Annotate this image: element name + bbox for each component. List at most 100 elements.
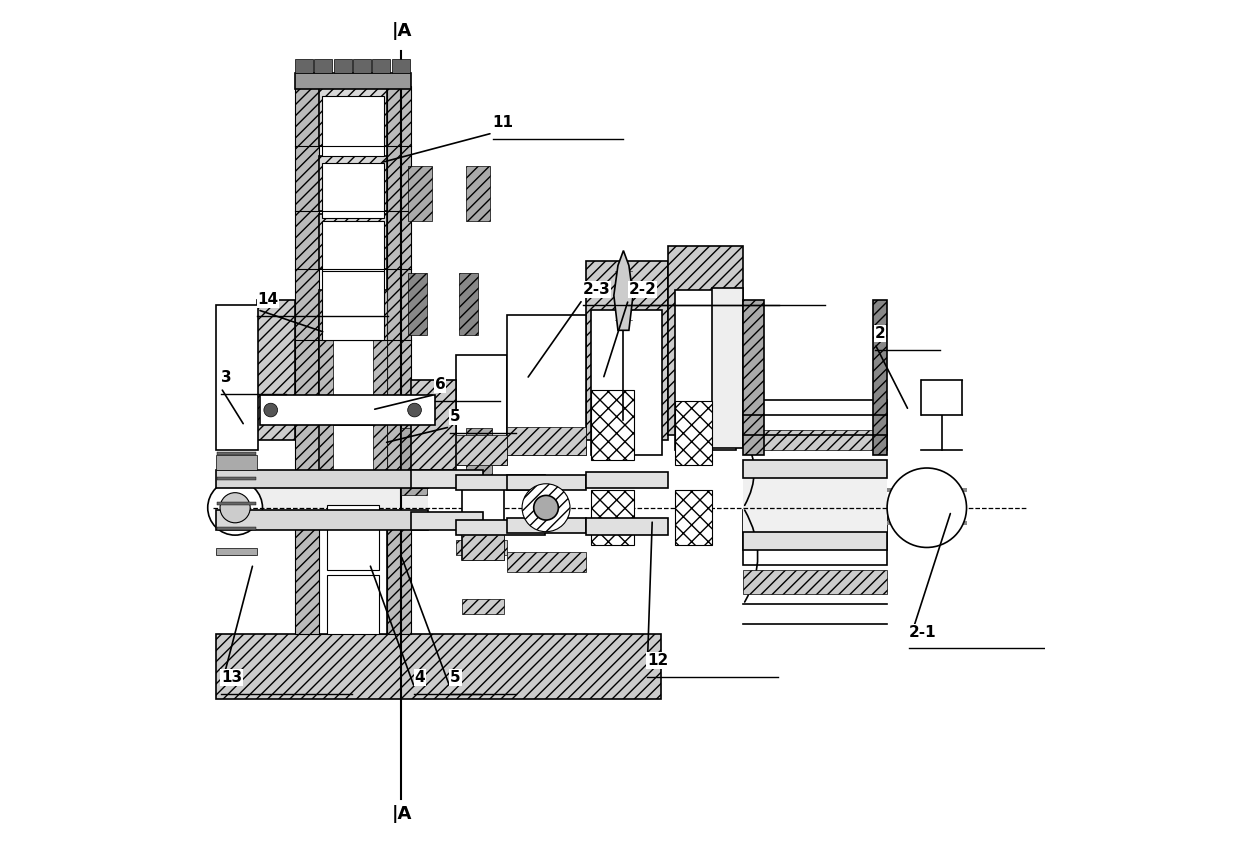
Bar <box>319 214 387 268</box>
Bar <box>319 86 387 635</box>
Bar <box>585 518 668 535</box>
Bar <box>466 428 492 495</box>
Bar <box>216 305 258 450</box>
Bar <box>217 477 255 480</box>
Bar <box>217 551 255 555</box>
Bar <box>319 86 387 146</box>
Bar <box>319 156 387 210</box>
Bar <box>591 490 634 544</box>
Bar <box>459 273 479 336</box>
Bar <box>507 427 585 455</box>
Circle shape <box>408 403 422 417</box>
Bar <box>591 310 662 455</box>
Bar <box>743 569 887 595</box>
Circle shape <box>208 481 263 535</box>
Bar <box>463 485 503 560</box>
Bar <box>455 355 507 465</box>
Circle shape <box>522 484 570 532</box>
Bar <box>675 401 713 465</box>
Bar <box>463 600 503 614</box>
Bar <box>217 527 255 530</box>
Bar <box>507 518 585 532</box>
Text: 5: 5 <box>450 409 461 424</box>
Bar <box>585 472 668 488</box>
Bar <box>743 400 887 435</box>
Text: 13: 13 <box>221 670 242 685</box>
Bar <box>408 273 427 336</box>
Bar <box>216 455 257 469</box>
Bar <box>322 96 383 156</box>
Bar <box>319 291 387 500</box>
Bar <box>713 289 743 448</box>
Text: 12: 12 <box>647 653 668 668</box>
Bar <box>743 430 887 450</box>
Bar <box>319 320 387 425</box>
Text: 4: 4 <box>414 670 425 685</box>
Bar <box>921 380 962 415</box>
Circle shape <box>887 468 966 548</box>
Bar <box>319 291 334 500</box>
Bar <box>327 574 379 635</box>
Bar <box>295 73 412 89</box>
Bar <box>412 469 484 488</box>
Circle shape <box>533 495 558 520</box>
Bar <box>455 539 507 555</box>
Bar <box>295 59 312 73</box>
Bar <box>334 59 351 73</box>
Bar <box>260 395 435 425</box>
Bar <box>327 504 379 569</box>
Circle shape <box>219 492 250 523</box>
Bar <box>463 535 503 560</box>
Bar <box>507 475 585 490</box>
Bar <box>743 532 887 550</box>
Text: 2: 2 <box>874 326 885 341</box>
Bar <box>314 59 332 73</box>
Text: 2-3: 2-3 <box>583 282 610 296</box>
Bar <box>743 460 887 478</box>
Bar <box>216 509 428 530</box>
Bar <box>455 475 544 490</box>
Bar <box>668 245 743 435</box>
Text: |A: |A <box>392 21 412 39</box>
Bar <box>257 488 428 530</box>
Bar <box>743 478 887 532</box>
Bar <box>392 59 409 73</box>
Bar <box>675 490 713 544</box>
Bar <box>295 86 319 635</box>
Bar <box>887 521 966 525</box>
Bar <box>217 502 255 504</box>
Bar <box>466 166 490 221</box>
Bar <box>217 452 255 455</box>
Bar <box>455 435 507 465</box>
Circle shape <box>264 403 278 417</box>
Bar <box>408 166 432 221</box>
Bar <box>743 509 887 565</box>
Bar <box>387 86 412 635</box>
Bar <box>372 59 391 73</box>
Bar <box>507 315 585 455</box>
Bar <box>585 261 668 440</box>
Bar <box>322 270 383 340</box>
Bar <box>412 380 455 469</box>
Text: 11: 11 <box>492 116 513 130</box>
Text: 6: 6 <box>435 377 445 392</box>
Bar <box>322 163 383 217</box>
Text: 14: 14 <box>258 292 279 307</box>
Bar <box>887 488 966 492</box>
Bar <box>743 301 764 455</box>
Bar <box>373 291 387 500</box>
Bar <box>216 635 661 699</box>
Text: |A: |A <box>392 805 412 823</box>
Bar <box>455 520 544 535</box>
Text: 2-2: 2-2 <box>629 282 656 296</box>
Bar <box>401 428 427 495</box>
Bar <box>675 291 737 450</box>
Text: 3: 3 <box>221 371 232 385</box>
Bar <box>216 548 257 555</box>
Bar <box>591 390 634 460</box>
Polygon shape <box>614 250 632 331</box>
Bar <box>412 512 484 530</box>
Bar <box>216 469 428 488</box>
Bar <box>507 551 585 572</box>
Bar <box>873 301 887 455</box>
